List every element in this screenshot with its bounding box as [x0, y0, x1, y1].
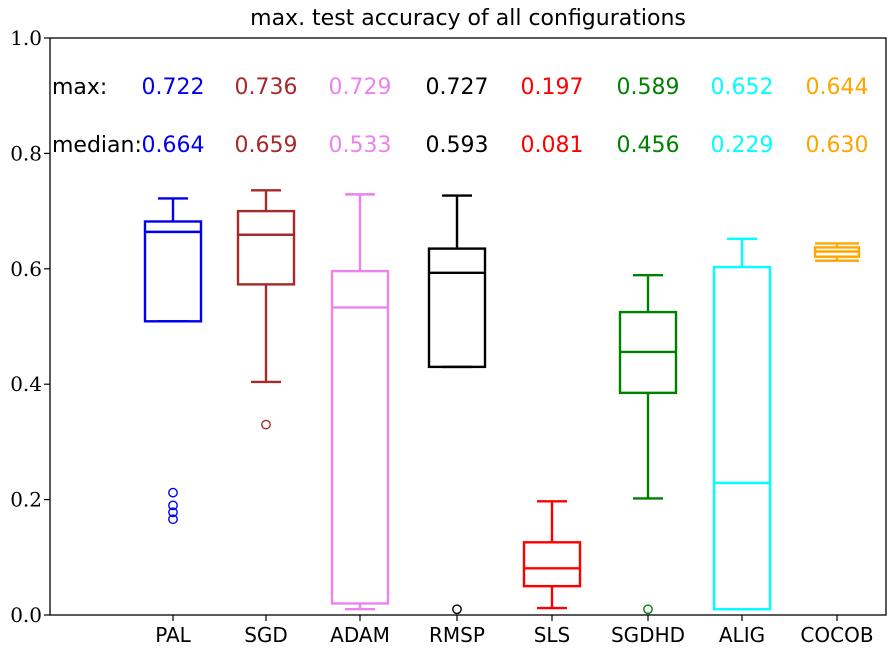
outlier-point	[452, 604, 462, 615]
median-value-label: 0.630	[806, 133, 869, 158]
box-pal	[143, 220, 203, 323]
y-tick-label: 0.8	[10, 141, 42, 165]
median-value-label: 0.664	[142, 133, 205, 158]
max-value-label: 0.736	[235, 75, 298, 100]
y-tick-label: 1.0	[10, 26, 42, 50]
outlier-point	[168, 507, 178, 518]
median-value-label: 0.081	[521, 133, 584, 158]
median-value-label: 0.533	[329, 133, 392, 158]
x-tick-label: PAL	[155, 623, 191, 647]
max-value-label: 0.722	[142, 75, 205, 100]
plot-frame	[49, 37, 887, 616]
x-tick-label: ADAM	[330, 623, 390, 647]
x-tick-label: SLS	[534, 623, 571, 647]
max-value-label: 0.589	[617, 75, 680, 100]
median-row-label: median:	[52, 133, 142, 158]
chart-title: max. test accuracy of all configurations	[250, 6, 686, 31]
box-alig	[712, 265, 772, 611]
x-tick-label: RMSP	[429, 623, 485, 647]
outlier-point	[261, 419, 271, 430]
plot-area: 0.0 0.2 0.4 0.6 0.8 1.0 max: median: PAL 0.722 0.6…	[10, 26, 873, 647]
outlier-point	[168, 487, 178, 498]
max-row-label: max:	[52, 75, 107, 100]
x-tick-label: SGDHD	[611, 623, 685, 647]
box-sls	[522, 541, 582, 588]
median-value-label: 0.593	[426, 133, 489, 158]
max-value-label: 0.644	[806, 75, 869, 100]
x-tick-label: ALIG	[719, 623, 765, 647]
median-value-label: 0.659	[235, 133, 298, 158]
outlier-point	[643, 604, 653, 615]
y-tick-label: 0.4	[10, 372, 42, 396]
outlier-point	[168, 500, 178, 511]
max-value-label: 0.729	[329, 75, 392, 100]
outlier-point	[168, 514, 178, 525]
x-tick-label: SGD	[244, 623, 288, 647]
median-value-label: 0.229	[711, 133, 774, 158]
y-tick-label: 0.6	[10, 257, 42, 281]
max-value-label: 0.652	[711, 75, 774, 100]
y-tick-label: 0.2	[10, 488, 42, 512]
y-tick-label: 0.0	[10, 603, 42, 627]
max-value-label: 0.727	[426, 75, 489, 100]
max-value-label: 0.197	[521, 75, 584, 100]
box-rmsp	[427, 247, 487, 369]
median-value-label: 0.456	[617, 133, 680, 158]
x-tick-label: COCOB	[800, 623, 873, 647]
box-adam	[330, 269, 390, 605]
box-sgd	[236, 209, 296, 286]
